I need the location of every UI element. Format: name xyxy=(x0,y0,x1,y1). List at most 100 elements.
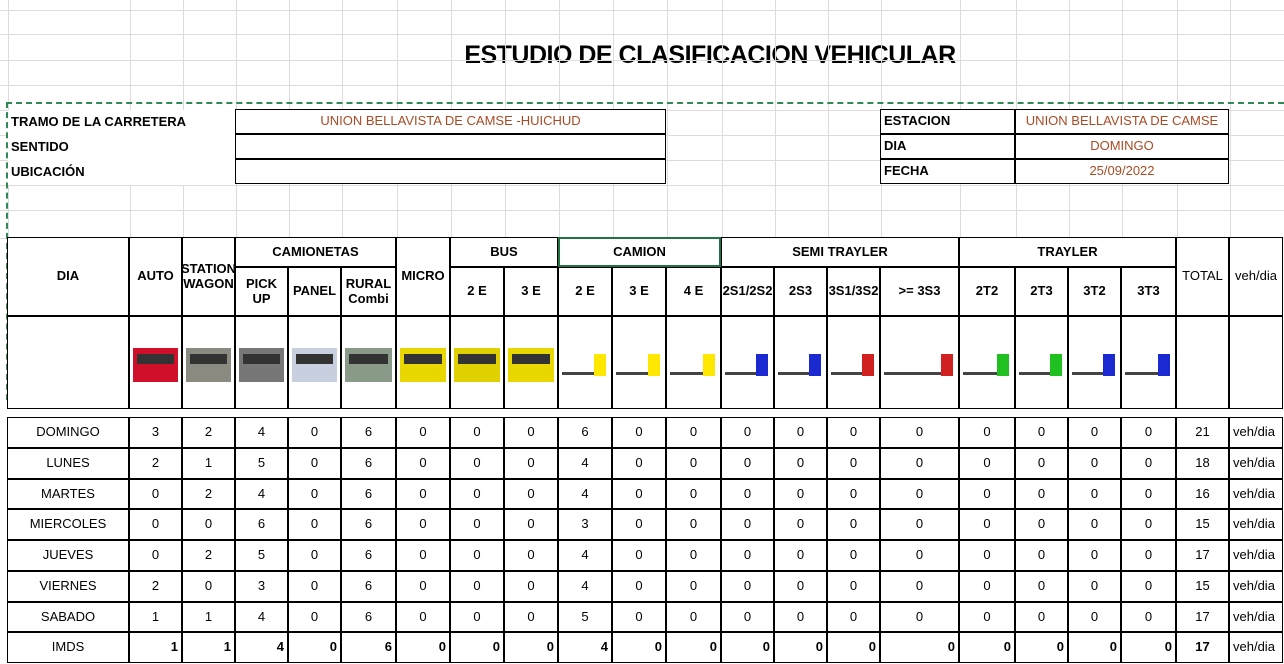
count-cell[interactable]: 0 xyxy=(880,601,959,633)
count-cell[interactable]: 0 xyxy=(612,601,666,633)
count-cell[interactable]: 0 xyxy=(827,632,880,663)
count-cell[interactable]: 5 xyxy=(558,601,612,633)
count-cell[interactable]: 0 xyxy=(666,540,721,571)
count-cell[interactable]: 6 xyxy=(341,570,396,602)
count-cell[interactable]: 0 xyxy=(774,632,827,663)
count-cell[interactable]: 0 xyxy=(774,540,827,571)
count-cell[interactable]: 0 xyxy=(721,570,774,602)
count-cell[interactable]: 0 xyxy=(721,417,774,448)
count-cell[interactable]: 0 xyxy=(666,478,721,510)
count-cell[interactable]: 0 xyxy=(450,478,504,510)
count-cell[interactable]: 0 xyxy=(396,417,450,448)
count-cell[interactable]: 0 xyxy=(880,632,959,663)
count-cell[interactable]: 0 xyxy=(827,570,880,602)
count-cell[interactable]: 0 xyxy=(1068,447,1121,479)
group-header[interactable]: CAMIONETAS xyxy=(235,237,396,267)
count-cell[interactable]: 0 xyxy=(182,509,235,540)
count-cell[interactable]: 0 xyxy=(450,417,504,448)
count-cell[interactable]: 0 xyxy=(450,447,504,479)
count-cell[interactable]: 4 xyxy=(235,478,288,510)
count-cell[interactable]: 5 xyxy=(235,540,288,571)
count-cell[interactable]: 0 xyxy=(1121,417,1176,448)
count-cell[interactable]: 0 xyxy=(288,540,341,571)
count-cell[interactable]: 0 xyxy=(959,478,1015,510)
count-cell[interactable]: 0 xyxy=(959,570,1015,602)
count-cell[interactable]: 0 xyxy=(666,417,721,448)
count-cell[interactable]: 0 xyxy=(1068,417,1121,448)
count-cell[interactable]: 0 xyxy=(1068,509,1121,540)
count-cell[interactable]: 0 xyxy=(774,509,827,540)
count-cell[interactable]: 0 xyxy=(1015,632,1068,663)
count-cell[interactable]: 0 xyxy=(1121,632,1176,663)
count-cell[interactable]: 0 xyxy=(396,447,450,479)
count-cell[interactable]: 2 xyxy=(182,540,235,571)
count-cell[interactable]: 0 xyxy=(504,447,558,479)
count-cell[interactable]: 0 xyxy=(666,447,721,479)
count-cell[interactable]: 4 xyxy=(235,601,288,633)
count-cell[interactable]: 0 xyxy=(827,540,880,571)
count-cell[interactable]: 0 xyxy=(129,478,182,510)
count-cell[interactable]: 0 xyxy=(959,601,1015,633)
count-cell[interactable]: 6 xyxy=(341,509,396,540)
count-cell[interactable]: 2 xyxy=(182,417,235,448)
count-cell[interactable]: 0 xyxy=(612,632,666,663)
count-cell[interactable]: 0 xyxy=(959,447,1015,479)
count-cell[interactable]: 0 xyxy=(396,632,450,663)
count-cell[interactable]: 4 xyxy=(558,540,612,571)
count-cell[interactable]: 0 xyxy=(288,632,341,663)
count-cell[interactable]: 0 xyxy=(1068,540,1121,571)
count-cell[interactable]: 0 xyxy=(129,540,182,571)
count-cell[interactable]: 0 xyxy=(288,478,341,510)
count-cell[interactable]: 0 xyxy=(450,540,504,571)
count-cell[interactable]: 0 xyxy=(288,509,341,540)
count-cell[interactable]: 0 xyxy=(450,509,504,540)
count-cell[interactable]: 0 xyxy=(774,570,827,602)
group-header[interactable]: BUS xyxy=(450,237,558,267)
count-cell[interactable]: 3 xyxy=(235,570,288,602)
count-cell[interactable]: 0 xyxy=(288,417,341,448)
count-cell[interactable]: 0 xyxy=(827,447,880,479)
count-cell[interactable]: 0 xyxy=(959,632,1015,663)
count-cell[interactable]: 0 xyxy=(1068,478,1121,510)
count-cell[interactable]: 0 xyxy=(721,632,774,663)
count-cell[interactable]: 0 xyxy=(774,478,827,510)
count-cell[interactable]: 1 xyxy=(129,601,182,633)
count-cell[interactable]: 4 xyxy=(558,570,612,602)
count-cell[interactable]: 0 xyxy=(959,509,1015,540)
count-cell[interactable]: 0 xyxy=(774,447,827,479)
count-cell[interactable]: 0 xyxy=(721,540,774,571)
count-cell[interactable]: 0 xyxy=(1121,447,1176,479)
count-cell[interactable]: 0 xyxy=(880,570,959,602)
count-cell[interactable]: 0 xyxy=(666,509,721,540)
count-cell[interactable]: 0 xyxy=(504,601,558,633)
count-cell[interactable]: 0 xyxy=(1068,632,1121,663)
count-cell[interactable]: 0 xyxy=(396,601,450,633)
count-cell[interactable]: 0 xyxy=(774,601,827,633)
count-cell[interactable]: 0 xyxy=(504,417,558,448)
count-cell[interactable]: 6 xyxy=(341,540,396,571)
count-cell[interactable]: 0 xyxy=(1068,570,1121,602)
count-cell[interactable]: 0 xyxy=(666,570,721,602)
count-cell[interactable]: 0 xyxy=(666,601,721,633)
count-cell[interactable]: 0 xyxy=(396,509,450,540)
count-cell[interactable]: 0 xyxy=(1015,509,1068,540)
count-cell[interactable]: 0 xyxy=(827,478,880,510)
count-cell[interactable]: 6 xyxy=(341,601,396,633)
count-cell[interactable]: 2 xyxy=(129,570,182,602)
group-header[interactable]: SEMI TRAYLER xyxy=(721,237,959,267)
count-cell[interactable]: 0 xyxy=(666,632,721,663)
count-cell[interactable]: 0 xyxy=(1121,540,1176,571)
count-cell[interactable]: 0 xyxy=(827,601,880,633)
count-cell[interactable]: 0 xyxy=(450,632,504,663)
group-header[interactable]: CAMION xyxy=(558,237,721,267)
count-cell[interactable]: 0 xyxy=(827,509,880,540)
count-cell[interactable]: 0 xyxy=(612,478,666,510)
count-cell[interactable]: 0 xyxy=(1121,601,1176,633)
count-cell[interactable]: 0 xyxy=(721,447,774,479)
count-cell[interactable]: 0 xyxy=(1015,417,1068,448)
count-cell[interactable]: 1 xyxy=(182,447,235,479)
count-cell[interactable]: 0 xyxy=(1121,478,1176,510)
count-cell[interactable]: 1 xyxy=(182,601,235,633)
count-cell[interactable]: 0 xyxy=(612,540,666,571)
count-cell[interactable]: 0 xyxy=(959,417,1015,448)
